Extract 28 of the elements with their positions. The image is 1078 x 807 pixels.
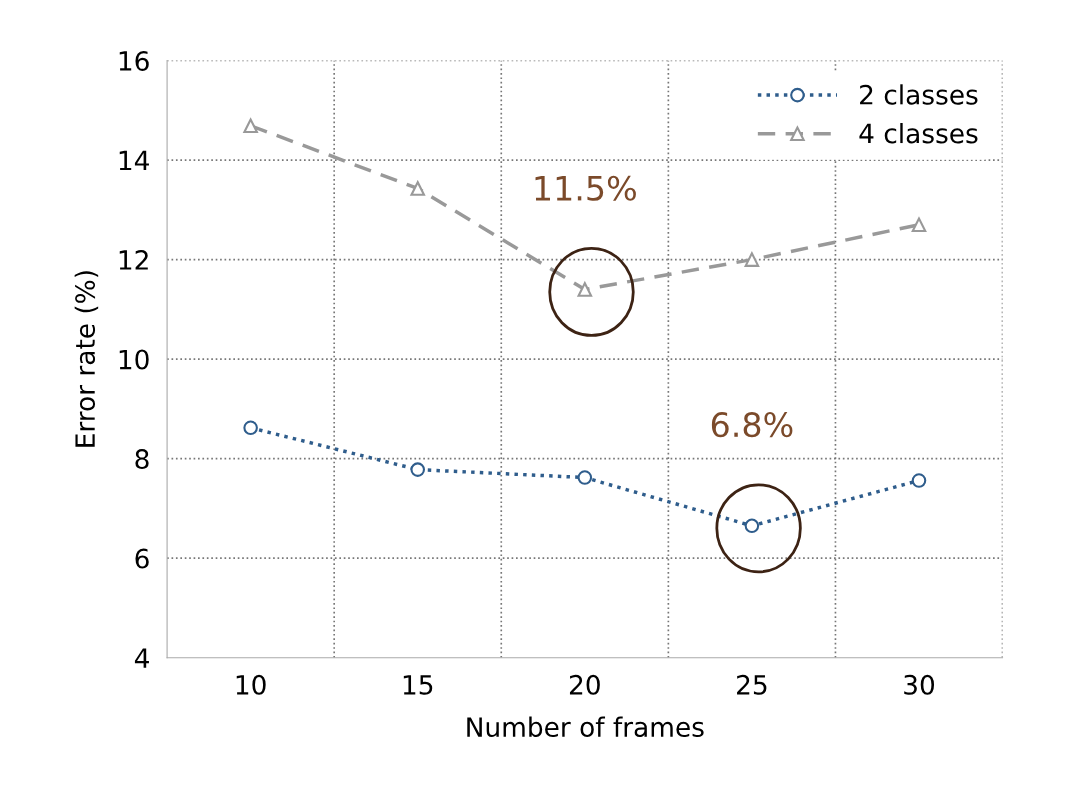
legend-label: 4 classes bbox=[859, 123, 978, 144]
y-tick-label: 8 bbox=[135, 449, 149, 470]
point bbox=[577, 470, 593, 485]
y-tick-label: 10 bbox=[119, 349, 149, 370]
y-tick-label: 12 bbox=[119, 250, 148, 270]
point bbox=[410, 462, 426, 477]
x-tick-label: 30 bbox=[904, 674, 935, 695]
point bbox=[911, 473, 927, 488]
legend-label: 2 classes bbox=[860, 84, 978, 105]
x-axis-title: Number of frames bbox=[467, 716, 704, 737]
y-axis-title: Error rate (%) bbox=[74, 271, 99, 447]
point bbox=[744, 252, 760, 267]
y-tick-label: 6 bbox=[135, 548, 149, 569]
x-tick-label: 20 bbox=[569, 674, 600, 695]
y-tick-label: 14 bbox=[119, 150, 149, 171]
y-tick-label: 16 bbox=[119, 50, 149, 71]
x-tick-label: 15 bbox=[403, 675, 433, 695]
x-tick-label: 25 bbox=[737, 674, 767, 695]
point bbox=[911, 217, 927, 233]
x-tick-label: 10 bbox=[236, 674, 266, 695]
point bbox=[744, 518, 760, 534]
annotation: 6.8% bbox=[711, 412, 793, 438]
point bbox=[243, 118, 258, 134]
y-tick-label: 4 bbox=[134, 648, 149, 668]
annotation: 11.5% bbox=[535, 175, 636, 201]
point bbox=[410, 181, 426, 196]
point bbox=[243, 420, 258, 436]
point bbox=[577, 282, 593, 297]
